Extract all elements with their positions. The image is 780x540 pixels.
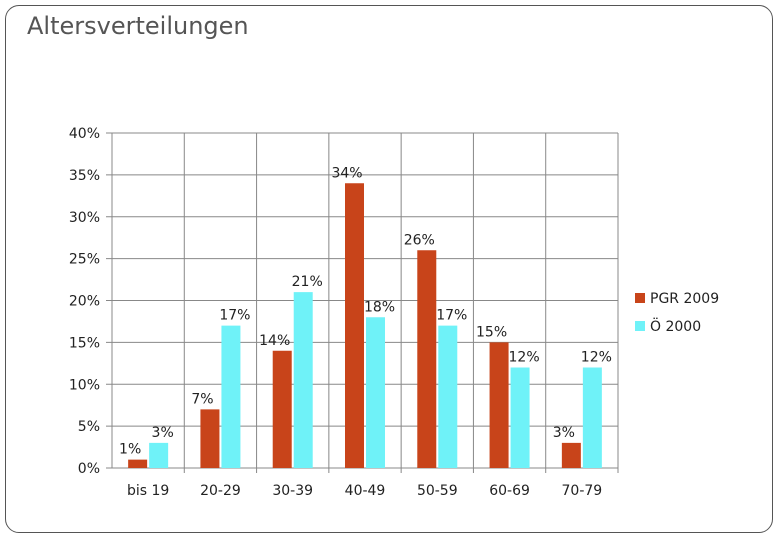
data-label: 34% xyxy=(331,165,362,181)
data-label: 17% xyxy=(219,308,250,324)
data-label: 17% xyxy=(436,308,467,324)
bar-pgr-2009 xyxy=(345,183,364,468)
data-label: 26% xyxy=(404,232,435,248)
x-tick-label: bis 19 xyxy=(127,483,169,499)
y-tick-label: 40% xyxy=(69,126,100,142)
data-label: 3% xyxy=(553,425,575,441)
y-tick-label: 35% xyxy=(69,168,100,184)
bar-oe-2000 xyxy=(582,367,602,468)
data-label: 7% xyxy=(191,391,213,407)
bar-pgr-2009 xyxy=(489,342,509,468)
data-label: 12% xyxy=(581,350,612,366)
bar-pgr-2009 xyxy=(561,442,581,468)
x-tick-label: 70-79 xyxy=(562,483,603,499)
bar-pgr-2009 xyxy=(128,459,148,468)
bar-oe-2000 xyxy=(221,325,241,468)
data-label: 3% xyxy=(152,425,174,441)
x-tick-label: 60-69 xyxy=(489,483,530,499)
bar-pgr-2009 xyxy=(200,409,220,468)
legend-swatch xyxy=(635,321,645,331)
bar-oe-2000 xyxy=(293,292,313,468)
data-label: 18% xyxy=(364,299,395,315)
x-tick-label: 20-29 xyxy=(200,483,241,499)
legend-label: PGR 2009 xyxy=(650,291,719,307)
y-tick-label: 20% xyxy=(69,294,100,310)
bar-pgr-2009 xyxy=(272,350,292,468)
legend-swatch xyxy=(635,293,645,303)
chart-title: Altersverteilungen xyxy=(27,12,249,40)
data-label: 14% xyxy=(259,333,290,349)
y-tick-label: 30% xyxy=(69,210,100,226)
data-label: 1% xyxy=(119,442,141,458)
data-label: 21% xyxy=(292,274,323,290)
y-tick-label: 10% xyxy=(69,377,100,393)
chart-frame xyxy=(5,5,773,533)
bar-oe-2000 xyxy=(366,317,385,468)
x-tick-label: 50-59 xyxy=(417,483,458,499)
data-label: 12% xyxy=(509,350,540,366)
y-tick-label: 0% xyxy=(78,461,100,477)
legend-label: Ö 2000 xyxy=(650,317,701,335)
x-tick-label: 40-49 xyxy=(345,483,386,499)
bar-oe-2000 xyxy=(149,442,169,468)
x-tick-label: 30-39 xyxy=(272,483,313,499)
data-label: 15% xyxy=(476,324,507,340)
bar-oe-2000 xyxy=(510,367,530,468)
bar-oe-2000 xyxy=(438,325,458,468)
y-tick-label: 25% xyxy=(69,252,100,268)
bar-pgr-2009 xyxy=(417,250,437,468)
y-tick-label: 15% xyxy=(69,335,100,351)
y-tick-label: 5% xyxy=(78,419,100,435)
